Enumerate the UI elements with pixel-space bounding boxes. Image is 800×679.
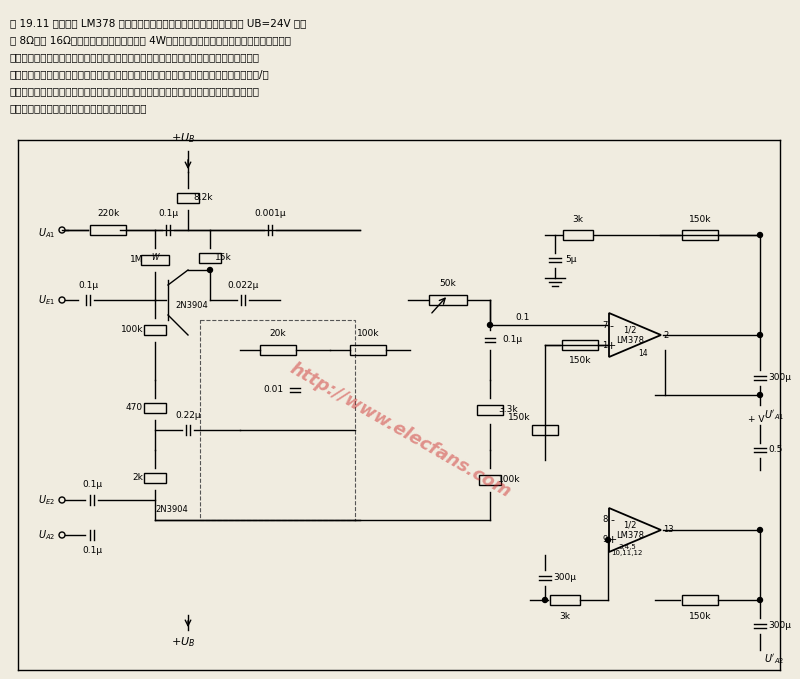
Bar bbox=[563, 230, 593, 240]
Circle shape bbox=[487, 323, 493, 327]
Text: 0.001μ: 0.001μ bbox=[254, 209, 286, 218]
Text: 0.1: 0.1 bbox=[516, 314, 530, 323]
Text: 150k: 150k bbox=[689, 612, 711, 621]
Bar bbox=[260, 345, 296, 355]
Text: 15k: 15k bbox=[215, 253, 232, 263]
Text: 220k: 220k bbox=[97, 209, 119, 218]
Bar bbox=[141, 255, 169, 265]
Bar bbox=[429, 295, 467, 305]
Text: 2N3904: 2N3904 bbox=[175, 301, 208, 310]
Text: $+U_B$: $+U_B$ bbox=[171, 635, 195, 649]
Bar bbox=[177, 193, 199, 203]
Text: 7: 7 bbox=[602, 320, 608, 329]
Text: 图 19.11 示出采用 LM378 双运算放大器构成的双声道电路。在电源电压 UB=24V 和负: 图 19.11 示出采用 LM378 双运算放大器构成的双声道电路。在电源电压 … bbox=[10, 18, 306, 28]
Text: 1M: 1M bbox=[130, 255, 143, 265]
Text: 1: 1 bbox=[602, 340, 608, 350]
Text: $U'_{A1}$: $U'_{A1}$ bbox=[764, 408, 785, 422]
Text: 300μ: 300μ bbox=[553, 574, 576, 583]
Text: 100k: 100k bbox=[121, 325, 143, 335]
Circle shape bbox=[758, 528, 762, 532]
Text: $U_{A1}$: $U_{A1}$ bbox=[38, 226, 55, 240]
Text: 0.1μ: 0.1μ bbox=[82, 546, 102, 555]
Text: +: + bbox=[606, 341, 616, 351]
Text: 5μ: 5μ bbox=[565, 255, 577, 265]
Circle shape bbox=[207, 268, 213, 272]
Circle shape bbox=[758, 392, 762, 397]
Text: 电路，还设有稳压电源，使其中点偏置电压自动可调。此外，还具有纹波抑制比高、声道分: 电路，还设有稳压电源，使其中点偏置电压自动可调。此外，还具有纹波抑制比高、声道分 bbox=[10, 52, 260, 62]
Text: $U_{E1}$: $U_{E1}$ bbox=[38, 293, 55, 307]
Text: 0.01: 0.01 bbox=[263, 386, 283, 394]
Text: $U'_{A2}$: $U'_{A2}$ bbox=[764, 652, 784, 666]
Text: 离特性好、输入阻抗高及外接元件少等优点。特别适合于立体声唱机、立体声收录机、调频/调: 离特性好、输入阻抗高及外接元件少等优点。特别适合于立体声唱机、立体声收录机、调频… bbox=[10, 69, 270, 79]
Text: 100k: 100k bbox=[357, 329, 379, 338]
Text: 50k: 50k bbox=[440, 279, 456, 288]
Bar bbox=[199, 253, 221, 263]
Bar bbox=[479, 475, 501, 485]
Text: 0.1μ: 0.1μ bbox=[82, 480, 102, 489]
Text: 100k: 100k bbox=[498, 475, 521, 485]
Text: 0.5: 0.5 bbox=[768, 445, 782, 454]
Text: http://www.elecfans.com: http://www.elecfans.com bbox=[286, 359, 514, 501]
Bar bbox=[350, 345, 386, 355]
Text: 0.022μ: 0.022μ bbox=[227, 281, 258, 290]
Text: 载 8Ω（或 16Ω）时，每条声道可输出功率 4W。电路内部设有电流限幅和热切断等过载保护: 载 8Ω（或 16Ω）时，每条声道可输出功率 4W。电路内部设有电流限幅和热切断… bbox=[10, 35, 291, 45]
Bar bbox=[144, 325, 166, 335]
Text: 幅立体声收音机中作音频功率放大器。该电路输入端接有独立作用的高、低音控制器，以限: 幅立体声收音机中作音频功率放大器。该电路输入端接有独立作用的高、低音控制器，以限 bbox=[10, 86, 260, 96]
Text: 8: 8 bbox=[602, 515, 608, 524]
Text: 1/2
LM378: 1/2 LM378 bbox=[616, 325, 644, 345]
Text: 14: 14 bbox=[638, 348, 648, 358]
Text: + V: + V bbox=[748, 416, 764, 424]
Circle shape bbox=[758, 598, 762, 602]
Text: $+U_B$: $+U_B$ bbox=[171, 131, 195, 145]
Text: -: - bbox=[609, 321, 613, 331]
Bar bbox=[144, 473, 166, 483]
Bar bbox=[682, 230, 718, 240]
Text: 0.1μ: 0.1μ bbox=[502, 335, 522, 344]
Text: 制从高、低音控制得到的提升和截止的最大程度。: 制从高、低音控制得到的提升和截止的最大程度。 bbox=[10, 103, 147, 113]
Bar bbox=[562, 340, 598, 350]
Text: 3k: 3k bbox=[573, 215, 583, 224]
Circle shape bbox=[758, 232, 762, 238]
Text: +: + bbox=[607, 535, 617, 545]
Text: 3,4,5
10,11,12: 3,4,5 10,11,12 bbox=[611, 543, 642, 557]
Text: 3k: 3k bbox=[559, 612, 570, 621]
Text: 150k: 150k bbox=[507, 414, 530, 422]
Text: 2N3904: 2N3904 bbox=[155, 505, 188, 515]
Text: 300μ: 300μ bbox=[768, 621, 791, 631]
Text: 0.1μ: 0.1μ bbox=[78, 281, 98, 290]
Text: 20k: 20k bbox=[270, 329, 286, 338]
Text: W: W bbox=[151, 253, 158, 263]
Text: 0.1μ: 0.1μ bbox=[158, 209, 178, 218]
Text: $U_{E2}$: $U_{E2}$ bbox=[38, 493, 55, 507]
Bar bbox=[144, 403, 166, 413]
Circle shape bbox=[542, 598, 547, 602]
Bar bbox=[682, 595, 718, 605]
Text: 9: 9 bbox=[602, 536, 608, 545]
Text: 2: 2 bbox=[663, 331, 668, 340]
Text: $U_{A2}$: $U_{A2}$ bbox=[38, 528, 55, 542]
Text: 3.3k: 3.3k bbox=[498, 405, 518, 414]
Text: 13: 13 bbox=[663, 526, 674, 534]
Text: 150k: 150k bbox=[569, 356, 591, 365]
Text: 300μ: 300μ bbox=[768, 373, 791, 382]
Bar bbox=[90, 225, 126, 235]
Text: 8.2k: 8.2k bbox=[193, 194, 213, 202]
Bar bbox=[200, 320, 355, 520]
Bar bbox=[532, 425, 558, 435]
Circle shape bbox=[606, 538, 610, 543]
Text: -: - bbox=[610, 515, 614, 525]
Text: 1/2
LM378: 1/2 LM378 bbox=[616, 520, 644, 540]
Text: 0.22μ: 0.22μ bbox=[175, 411, 201, 420]
Text: 470: 470 bbox=[126, 403, 143, 413]
Text: 2k: 2k bbox=[132, 473, 143, 483]
Bar bbox=[550, 595, 580, 605]
Bar bbox=[477, 405, 503, 415]
Text: 150k: 150k bbox=[689, 215, 711, 224]
Circle shape bbox=[758, 333, 762, 337]
